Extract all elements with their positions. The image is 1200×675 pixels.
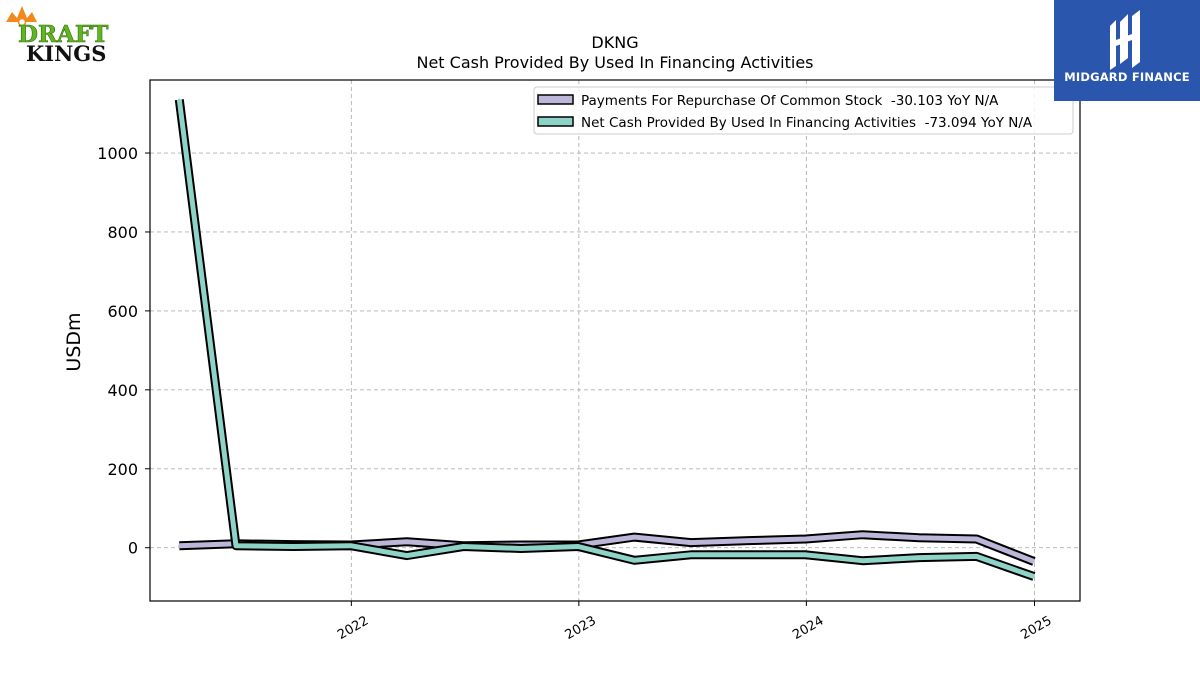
- y-tick-label: 1000: [97, 144, 138, 163]
- data-point: [861, 533, 864, 536]
- data-point: [1032, 575, 1036, 578]
- legend-swatch-financing: [537, 116, 574, 127]
- series-lines: [174, 98, 1036, 581]
- data-point: [747, 539, 750, 542]
- y-tick-label: 0: [128, 539, 138, 558]
- data-point: [917, 536, 921, 540]
- x-axis-ticks: 2022 2023 2024 2025: [335, 601, 1054, 643]
- series-financing-line-outline: [174, 99, 1036, 581]
- y-tick-label: 600: [107, 302, 138, 321]
- data-point: [1032, 560, 1036, 563]
- y-tick-label: 800: [107, 223, 138, 242]
- x-tick-label: 2022: [335, 613, 371, 643]
- y-tick-label: 200: [107, 460, 138, 479]
- data-point: [747, 553, 750, 557]
- data-point: [234, 544, 238, 547]
- data-point: [178, 98, 181, 101]
- data-point: [405, 540, 409, 543]
- data-point: [633, 535, 636, 539]
- data-point: [689, 553, 693, 557]
- data-point: [577, 545, 580, 548]
- midgard-finance-wordmark: MIDGARD FINANCE: [1064, 70, 1190, 84]
- x-tick-label: 2023: [563, 613, 599, 643]
- data-point: [861, 559, 864, 562]
- legend: Payments For Repurchase Of Common Stock …: [533, 86, 1074, 135]
- chart-title: DKNG: [591, 33, 638, 52]
- x-tick-label: 2024: [790, 613, 826, 643]
- y-axis-label: USDm: [63, 312, 85, 371]
- midgard-mark-icon: [1110, 10, 1140, 70]
- chart-subtitle: Net Cash Provided By Used In Financing A…: [416, 53, 813, 72]
- data-point: [519, 547, 523, 550]
- legend-swatch-repurchase: [537, 94, 574, 105]
- draftkings-crown-icon: DRAFT KINGS: [6, 6, 109, 66]
- data-point: [462, 545, 465, 548]
- data-point: [804, 553, 807, 557]
- midgard-finance-logo: MIDGARD FINANCE: [1054, 0, 1200, 101]
- y-axis-ticks: 0 200 400 600 800 1000: [97, 144, 150, 558]
- legend-box: [533, 86, 1074, 135]
- data-point: [689, 541, 693, 544]
- data-point: [349, 544, 352, 547]
- legend-label-repurchase: Payments For Repurchase Of Common Stock …: [581, 93, 999, 109]
- grid-lines: [150, 80, 1080, 601]
- data-point: [975, 537, 978, 541]
- data-point: [178, 544, 181, 547]
- data-point: [975, 555, 978, 558]
- draftkings-logo-line1: DRAFT: [18, 21, 108, 48]
- x-tick-label: 2025: [1018, 613, 1054, 643]
- data-point: [917, 556, 921, 559]
- data-point: [292, 545, 295, 548]
- draftkings-logo: DRAFT KINGS: [4, 4, 122, 66]
- data-point: [633, 559, 636, 562]
- data-point: [804, 537, 807, 541]
- draftkings-logo-line2: KINGS: [26, 41, 106, 66]
- plot-frame: [149, 79, 1081, 602]
- legend-label-financing: Net Cash Provided By Used In Financing A…: [581, 115, 1033, 131]
- y-tick-label: 400: [107, 381, 138, 400]
- series-financing-line: [176, 99, 1035, 579]
- data-point: [405, 554, 409, 557]
